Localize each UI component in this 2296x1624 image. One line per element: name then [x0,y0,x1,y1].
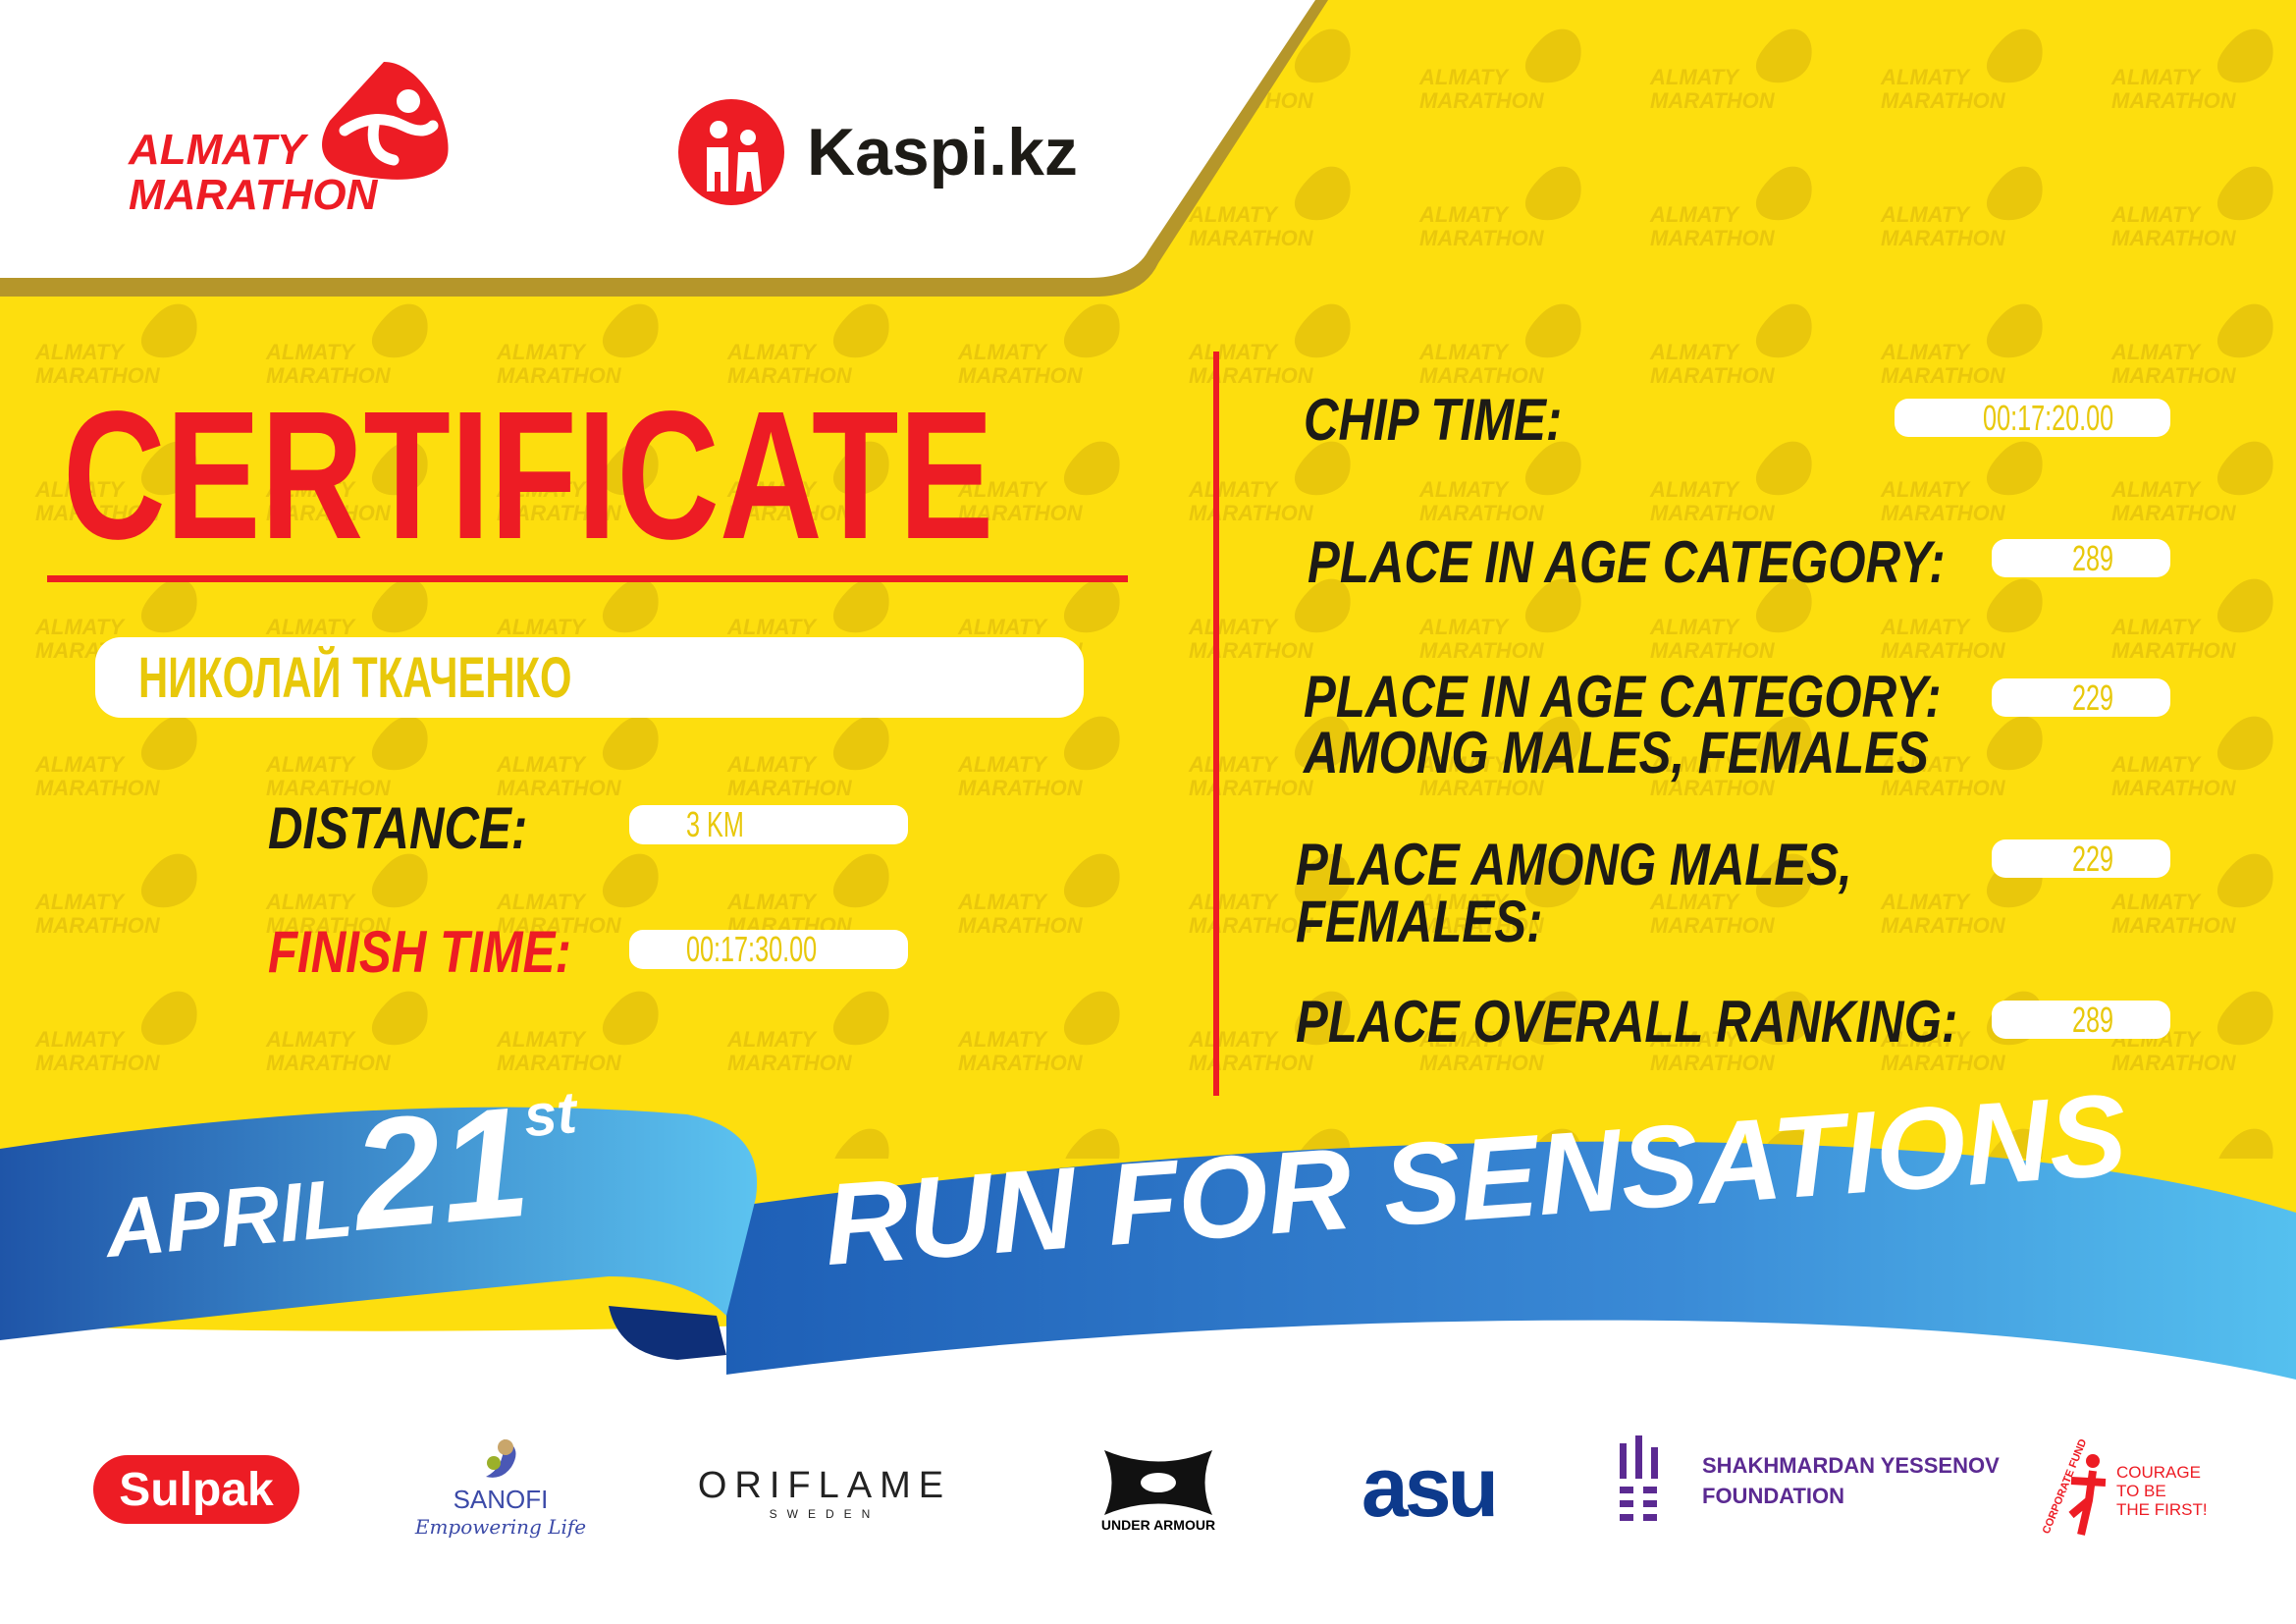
sponsor-oriflame: ORIFLAME SWEDEN [687,1463,962,1522]
header-panel [0,0,1315,278]
age-category-place-value: 289 [2071,537,2113,578]
certificate-title: CERTIFICATE [63,374,994,577]
footer-panel [0,1280,2296,1624]
sanofi-text: SANOFI [453,1484,549,1514]
sponsor-sulpak: Sulpak [93,1455,299,1524]
gender-place-value: 229 [2071,838,2113,879]
participant-name-field: НИКОЛАЙ ТКАЧЕНКО [95,637,1084,718]
sponsor-courage-fund: CORPORATE FUND COURAGE TO BE THE FIRST! [2041,1437,2208,1540]
finish-time-label: FINISH TIME: [268,919,571,985]
sponsor-under-armour: UNDER ARMOUR [1070,1441,1247,1540]
date-month: APRIL [101,1161,356,1275]
age-category-gender-place-box: 229 [1992,678,2170,717]
age-category-gender-place-label: PLACE IN AGE CATEGORY: AMONG MALES, FEMAL… [1304,664,1942,785]
sanofi-tagline: Empowering Life [414,1514,587,1539]
yessenov-icon [1620,1435,1658,1521]
sponsor-yessenov-foundation: SHAKHMARDAN YESSENOV FOUNDATION [1618,1435,2000,1526]
almaty-marathon-logo: ALMATY MARATHON [129,57,453,234]
yessenov-line1: SHAKHMARDAN YESSENOV [1702,1453,2000,1478]
under-armour-text: UNDER ARMOUR [1100,1517,1216,1533]
age-category-place-box: 289 [1992,539,2170,577]
under-armour-icon [1104,1450,1212,1515]
participant-name: НИКОЛАЙ ТКАЧЕНКО [138,645,572,710]
age-category-place-label: PLACE IN AGE CATEGORY: [1308,529,1946,595]
ribbon-fold [609,1306,726,1360]
kaspi-icon [678,99,784,205]
sanofi-icon [486,1438,516,1478]
overall-ranking-box: 289 [1992,1001,2170,1039]
yessenov-line2: FOUNDATION [1702,1484,1845,1508]
courage-line1: COURAGE [2116,1462,2201,1482]
kaspi-text: Kaspi.kz [807,115,1078,189]
finish-time-value-box: 00:17:30.00 [629,930,908,969]
age-category-gender-place-value: 229 [2071,677,2113,718]
distance-value-box: 3 KM [629,805,908,844]
chip-time-label: CHIP TIME: [1304,387,1563,453]
logo-line2: MARATHON [129,171,378,219]
chip-time-value-box: 00:17:20.00 [1895,399,2170,437]
column-divider [1213,352,1219,1096]
distance-value: 3 KM [686,804,744,844]
date-suffix: st [520,1079,579,1150]
oriflame-subtext: SWEDEN [769,1506,881,1521]
kaspi-logo: Kaspi.kz [677,98,1078,206]
logo-line1: ALMATY [129,126,306,174]
overall-ranking-value: 289 [2071,999,2113,1040]
chip-time-value: 00:17:20.00 [1982,397,2113,438]
title-underline [47,575,1128,582]
courage-line3: THE FIRST! [2116,1499,2208,1519]
gender-place-label: PLACE AMONG MALES, FEMALES: [1296,832,1852,954]
distance-label: DISTANCE: [268,795,528,861]
sponsor-asu: asu [1361,1439,1499,1535]
runner-icon [322,62,449,180]
date-day: 21 [346,1072,536,1264]
overall-ranking-label: PLACE OVERALL RANKING: [1296,989,1958,1055]
oriflame-text: ORIFLAME [697,1464,952,1506]
ribbon-left [0,1107,758,1340]
sponsor-sanofi: SANOFI Empowering Life [412,1429,589,1546]
courage-line2: TO BE [2116,1481,2166,1500]
ribbon-main [726,1141,2296,1380]
finish-time-value: 00:17:30.00 [686,929,818,969]
courage-runner-icon [2068,1454,2107,1536]
gender-place-box: 229 [1992,839,2170,878]
